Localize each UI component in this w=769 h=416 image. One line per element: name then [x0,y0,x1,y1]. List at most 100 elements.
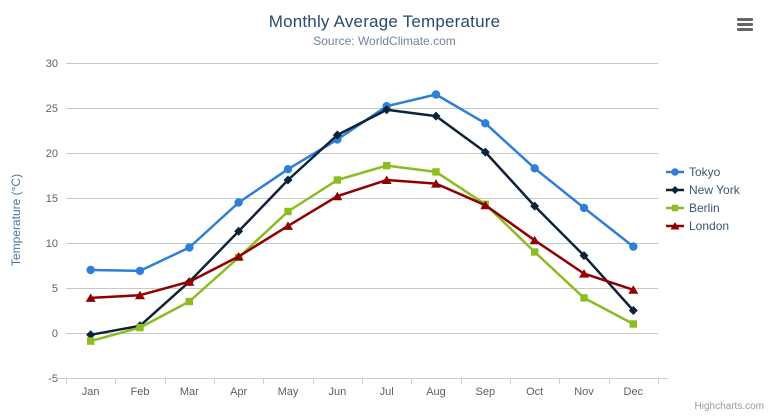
svg-text:30: 30 [46,58,58,70]
data-point[interactable] [671,168,679,176]
data-point[interactable] [85,293,96,302]
chart-title: Monthly Average Temperature [268,12,501,31]
data-point[interactable] [283,175,293,185]
data-point[interactable] [431,179,441,188]
data-point[interactable] [283,221,293,230]
data-point[interactable] [580,294,588,302]
data-point[interactable] [234,226,244,236]
svg-text:Jun: Jun [328,386,346,398]
svg-text:Apr: Apr [230,386,247,398]
data-point[interactable] [233,252,244,261]
legend-marker-icon [666,186,684,194]
data-point[interactable] [431,90,441,99]
data-point[interactable] [333,176,342,184]
svg-text:Nov: Nov [574,386,594,398]
legend-item-tokyo[interactable]: Tokyo [666,163,740,181]
series-line[interactable] [89,178,635,300]
data-point[interactable] [185,243,194,252]
data-point[interactable] [671,186,679,194]
data-point[interactable] [86,337,95,345]
series-new-york[interactable] [86,105,638,340]
data-point[interactable] [432,168,440,176]
data-point[interactable] [185,297,194,306]
legend-marker-icon [666,204,684,212]
context-menu-button[interactable] [733,15,757,35]
legend-item-new-york[interactable]: New York [666,181,740,199]
svg-text:Jul: Jul [380,386,394,398]
series-line[interactable] [89,164,635,343]
data-point[interactable] [184,277,195,286]
data-point[interactable] [284,207,292,216]
gridlines [66,63,658,334]
svg-text:25: 25 [46,103,58,115]
svg-text:Mar: Mar [180,386,199,398]
legend-item-label: London [689,219,730,233]
legend-item-label: Berlin [689,201,720,215]
data-point[interactable] [135,266,145,276]
svg-text:Dec: Dec [624,386,644,398]
data-point[interactable] [529,235,540,245]
data-point[interactable] [382,161,391,170]
data-point[interactable] [381,175,392,185]
hamburger-bar [737,27,753,31]
legend-marker-icon [666,222,684,230]
series-line[interactable] [89,93,635,273]
legend-item-berlin[interactable]: Berlin [666,199,740,217]
x-axis [56,378,668,384]
svg-text:Aug: Aug [426,386,446,398]
legend-item-label: Tokyo [689,165,721,179]
data-point[interactable] [332,191,343,201]
x-axis-labels: Jan Feb Mar Apr May Jun Jul Aug Sep Oct Nov Dec [82,386,644,398]
data-point[interactable] [628,285,639,294]
data-point[interactable] [671,204,679,212]
data-point[interactable] [481,119,490,128]
legend: Tokyo New York Berlin London [666,163,740,235]
data-point[interactable] [579,251,589,261]
series-line[interactable] [89,108,635,337]
svg-text:-5: -5 [48,373,58,385]
data-point[interactable] [629,320,638,328]
legend-item-london[interactable]: London [666,217,740,235]
y-axis-title: Temperature (°C) [9,174,23,266]
data-point[interactable] [579,203,589,213]
data-point[interactable] [135,290,145,300]
y-axis-labels: -5 0 5 10 15 20 25 30 [46,58,58,385]
svg-text:Oct: Oct [526,386,543,398]
svg-text:Sep: Sep [476,386,496,398]
credits-link[interactable]: Highcharts.com [694,401,764,412]
data-point[interactable] [628,306,638,315]
data-point[interactable] [530,248,539,256]
data-point[interactable] [382,105,392,115]
legend-item-label: New York [689,183,740,197]
data-point[interactable] [283,165,293,174]
data-point[interactable] [670,222,680,230]
svg-text:5: 5 [52,283,58,295]
data-point[interactable] [86,265,95,275]
data-point[interactable] [480,200,491,210]
data-point[interactable] [579,269,589,278]
data-point[interactable] [629,242,638,251]
hamburger-icon [735,17,755,31]
svg-text:15: 15 [46,193,58,205]
data-point[interactable] [234,198,243,207]
series-berlin[interactable] [86,161,638,345]
data-point[interactable] [530,164,539,173]
series-tokyo[interactable] [86,90,638,276]
data-point[interactable] [136,323,144,332]
svg-text:20: 20 [46,148,58,160]
data-point[interactable] [86,330,96,340]
chart-subtitle: Source: WorldClimate.com [313,34,456,48]
hamburger-bar [737,22,753,26]
hamburger-bar [737,17,753,21]
data-point[interactable] [431,111,441,121]
svg-text:0: 0 [52,328,58,340]
svg-text:Jan: Jan [82,386,100,398]
data-point[interactable] [480,147,490,157]
series-london[interactable] [85,175,639,302]
legend-marker-icon [666,168,684,176]
data-point[interactable] [332,130,342,140]
svg-text:Feb: Feb [131,386,150,398]
data-point[interactable] [530,201,540,211]
